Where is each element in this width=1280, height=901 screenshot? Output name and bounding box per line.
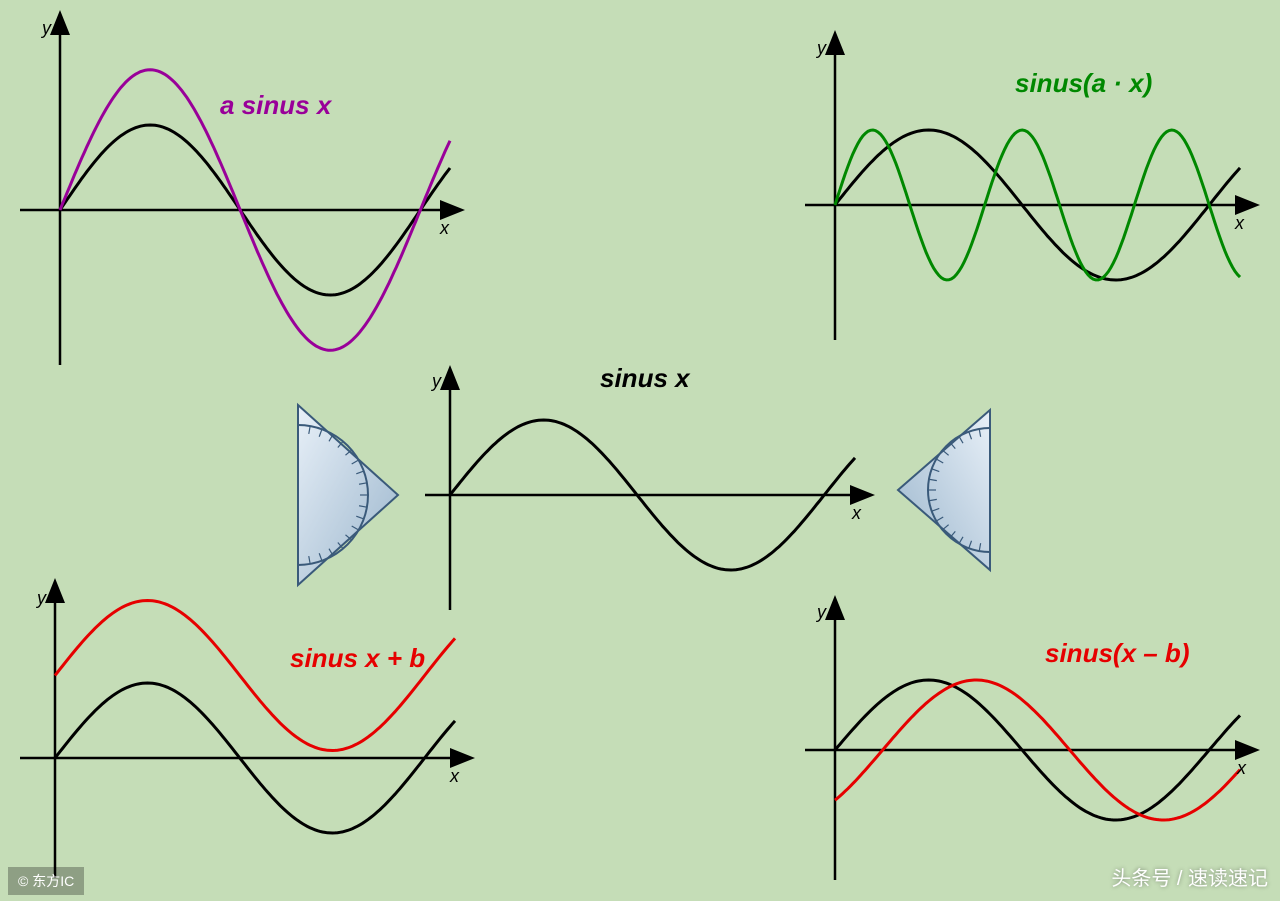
vshift-label: sinus x + b: [290, 643, 425, 674]
vshift-curve: [55, 601, 455, 751]
amplitude-label: a sinus x: [220, 90, 331, 121]
x-axis-label: x: [852, 503, 861, 524]
y-axis-label: y: [42, 18, 51, 39]
chart-vshift: [10, 558, 480, 888]
y-axis-label: y: [817, 602, 826, 623]
chart-phase: [795, 590, 1265, 890]
protractor-right: [890, 400, 1000, 580]
panel-phase: x y sinus(x – b): [795, 590, 1265, 890]
protractor-triangle: [898, 410, 990, 570]
watermark-right: 头条号 / 速读速记: [1111, 862, 1268, 891]
frequency-label: sinus(a · x): [1015, 68, 1152, 99]
y-axis-label: y: [37, 588, 46, 609]
panel-amplitude: x y a sinus x: [10, 10, 470, 370]
panel-vshift: x y sinus x + b: [10, 558, 480, 888]
y-axis-label: y: [817, 38, 826, 59]
x-axis-label: x: [1235, 213, 1244, 234]
phase-label: sinus(x – b): [1045, 638, 1189, 669]
chart-base: [420, 365, 880, 615]
base-label: sinus x: [600, 363, 690, 394]
x-axis-label: x: [440, 218, 449, 239]
chart-amplitude: [10, 10, 470, 370]
x-axis-label: x: [1237, 758, 1246, 779]
panel-frequency: x y sinus(a · x): [795, 30, 1265, 350]
x-axis-label: x: [450, 766, 459, 787]
watermark-left: © 东方IC: [8, 867, 84, 895]
y-axis-label: y: [432, 371, 441, 392]
panel-base: x y sinus x: [420, 365, 880, 615]
